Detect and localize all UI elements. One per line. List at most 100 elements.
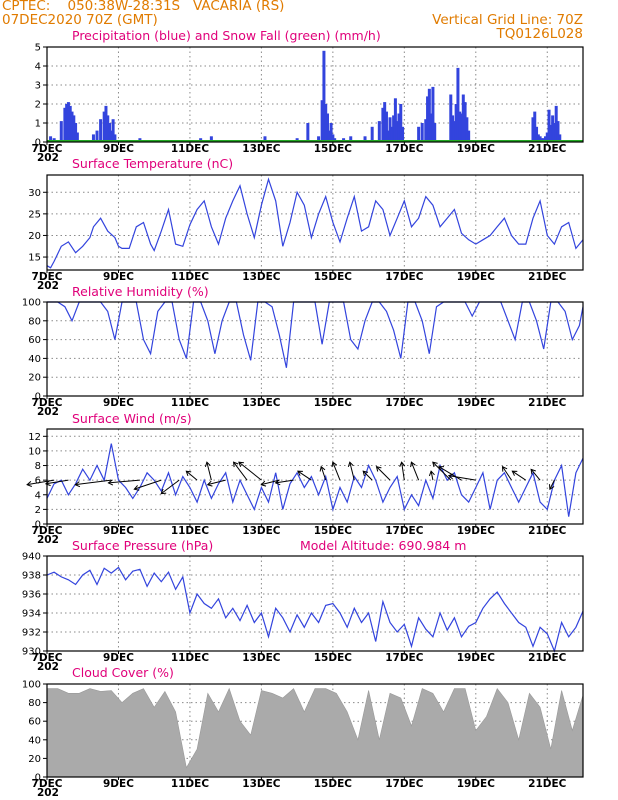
wind-arrowhead	[399, 461, 406, 467]
precip-bar	[551, 115, 555, 142]
precip-ytick-label: 4	[35, 62, 41, 73]
wind-arrowhead	[410, 461, 416, 468]
precip-bar	[91, 134, 95, 142]
precip-bar	[543, 136, 547, 142]
wind-vector	[233, 461, 248, 481]
precip-bar	[533, 111, 537, 142]
precip-bar	[386, 130, 390, 142]
wind-vector	[185, 470, 198, 481]
wind-arrowhead	[206, 480, 213, 487]
precip-bar	[554, 105, 558, 142]
precip-year-stub: 202	[37, 152, 59, 164]
precip-bar	[263, 136, 267, 142]
precip-xtick-label: 7DEC	[32, 143, 63, 155]
precip-bar	[390, 126, 394, 142]
wind-arrowhead	[447, 473, 454, 480]
wind-ytick-label: 0	[35, 520, 41, 531]
precip-bar	[549, 124, 553, 142]
wind-vector	[512, 470, 527, 481]
precip-bar	[429, 113, 433, 142]
cloud-ytick-label: 0	[35, 773, 41, 784]
precip-bar	[383, 102, 387, 142]
precip-bar	[322, 50, 326, 142]
temp-year-stub: 202	[37, 280, 59, 292]
precip-bar	[70, 111, 74, 142]
wind-vector	[75, 479, 112, 486]
precip-bar	[395, 121, 399, 142]
precip-bar	[426, 96, 430, 142]
cloud-frame	[46, 683, 584, 778]
precip-bar	[66, 102, 70, 142]
wind-arrowhead	[501, 465, 508, 472]
wind-xtick-label: 15DEC	[314, 525, 353, 537]
wind-vector	[549, 479, 555, 490]
wind-arrowhead	[238, 461, 244, 467]
rh-year-stub: 202	[37, 406, 59, 418]
precip-bar	[392, 115, 396, 142]
cloud-ytick-label: 80	[28, 698, 41, 709]
wind-ytick-label: 6	[35, 476, 41, 487]
wind-vector	[160, 479, 180, 495]
temp-xtick-label: 7DEC	[32, 271, 63, 283]
wind-vector	[207, 479, 226, 486]
wind-arrowhead	[319, 465, 326, 472]
precip-bar	[377, 121, 381, 142]
cloud-title: Cloud Cover (%)	[72, 665, 174, 680]
wind-ytick-label: 12	[28, 432, 41, 443]
pres-xtick-label: 17DEC	[385, 652, 424, 664]
precip-xtick-label: 17DEC	[385, 143, 424, 155]
pres-series-line	[46, 566, 584, 653]
pres-altitude: Model Altitude: 690.984 m	[300, 538, 466, 553]
precip-ytick-label: 2	[35, 100, 41, 111]
wind-xtick-label: 21DEC	[528, 525, 567, 537]
precip-bar	[99, 119, 103, 142]
precip-bar	[63, 107, 67, 142]
cloud-year-stub: 202	[37, 787, 59, 799]
pres-xtick-label: 9DEC	[103, 652, 134, 664]
pres-frame	[46, 555, 584, 652]
precip-bar	[306, 123, 310, 142]
temp-ytick-label: 30	[28, 188, 41, 199]
temp-xtick-label: 9DEC	[103, 271, 134, 283]
precip-bar	[461, 94, 465, 142]
precip-ytick-label: 5	[35, 43, 41, 54]
precip-bar	[49, 136, 53, 142]
precip-frame	[46, 46, 584, 143]
wind-year-stub: 202	[37, 534, 59, 546]
precip-bar	[104, 105, 108, 142]
cloud-ytick-label: 60	[28, 717, 41, 728]
wind-arrowhead	[107, 479, 114, 486]
precip-xtick-label: 11DEC	[171, 143, 210, 155]
precip-bar	[545, 132, 549, 142]
precip-bar	[109, 130, 113, 142]
header-date: 07DEC2020 70Z (GMT)	[2, 12, 158, 28]
precip-xtick-label: 15DEC	[314, 143, 353, 155]
temp-ytick-label: 20	[28, 231, 41, 242]
pres-xtick-label: 13DEC	[242, 652, 281, 664]
wind-arrowhead	[432, 461, 438, 468]
wind-arrowhead	[347, 461, 354, 468]
precip-bar	[547, 109, 551, 142]
precip-xtick-label: 21DEC	[528, 143, 567, 155]
wind-arrowhead	[375, 466, 382, 472]
rh-title: Relative Humidity (%)	[72, 284, 209, 299]
precip-bar	[463, 102, 467, 142]
precip-bar	[388, 117, 392, 142]
precip-bar	[454, 104, 458, 142]
cloud-ytick-label: 20	[28, 754, 41, 765]
wind-vector	[502, 466, 512, 481]
wind-arrowhead	[511, 470, 518, 476]
rh-ytick-label: 80	[28, 316, 41, 327]
precip-bar	[399, 104, 403, 142]
pres-ytick-label: 934	[22, 609, 41, 620]
rh-xtick-label: 11DEC	[171, 397, 210, 409]
wind-xtick-label: 13DEC	[242, 525, 281, 537]
wind-arrowhead	[160, 488, 167, 495]
wind-vector	[297, 470, 312, 481]
wind-vector	[401, 462, 405, 481]
rh-xtick-label: 21DEC	[528, 397, 567, 409]
temp-frame	[46, 174, 584, 271]
cloud-ytick-label: 100	[22, 680, 41, 691]
precip-bar	[433, 123, 437, 142]
precip-bar	[431, 86, 435, 142]
